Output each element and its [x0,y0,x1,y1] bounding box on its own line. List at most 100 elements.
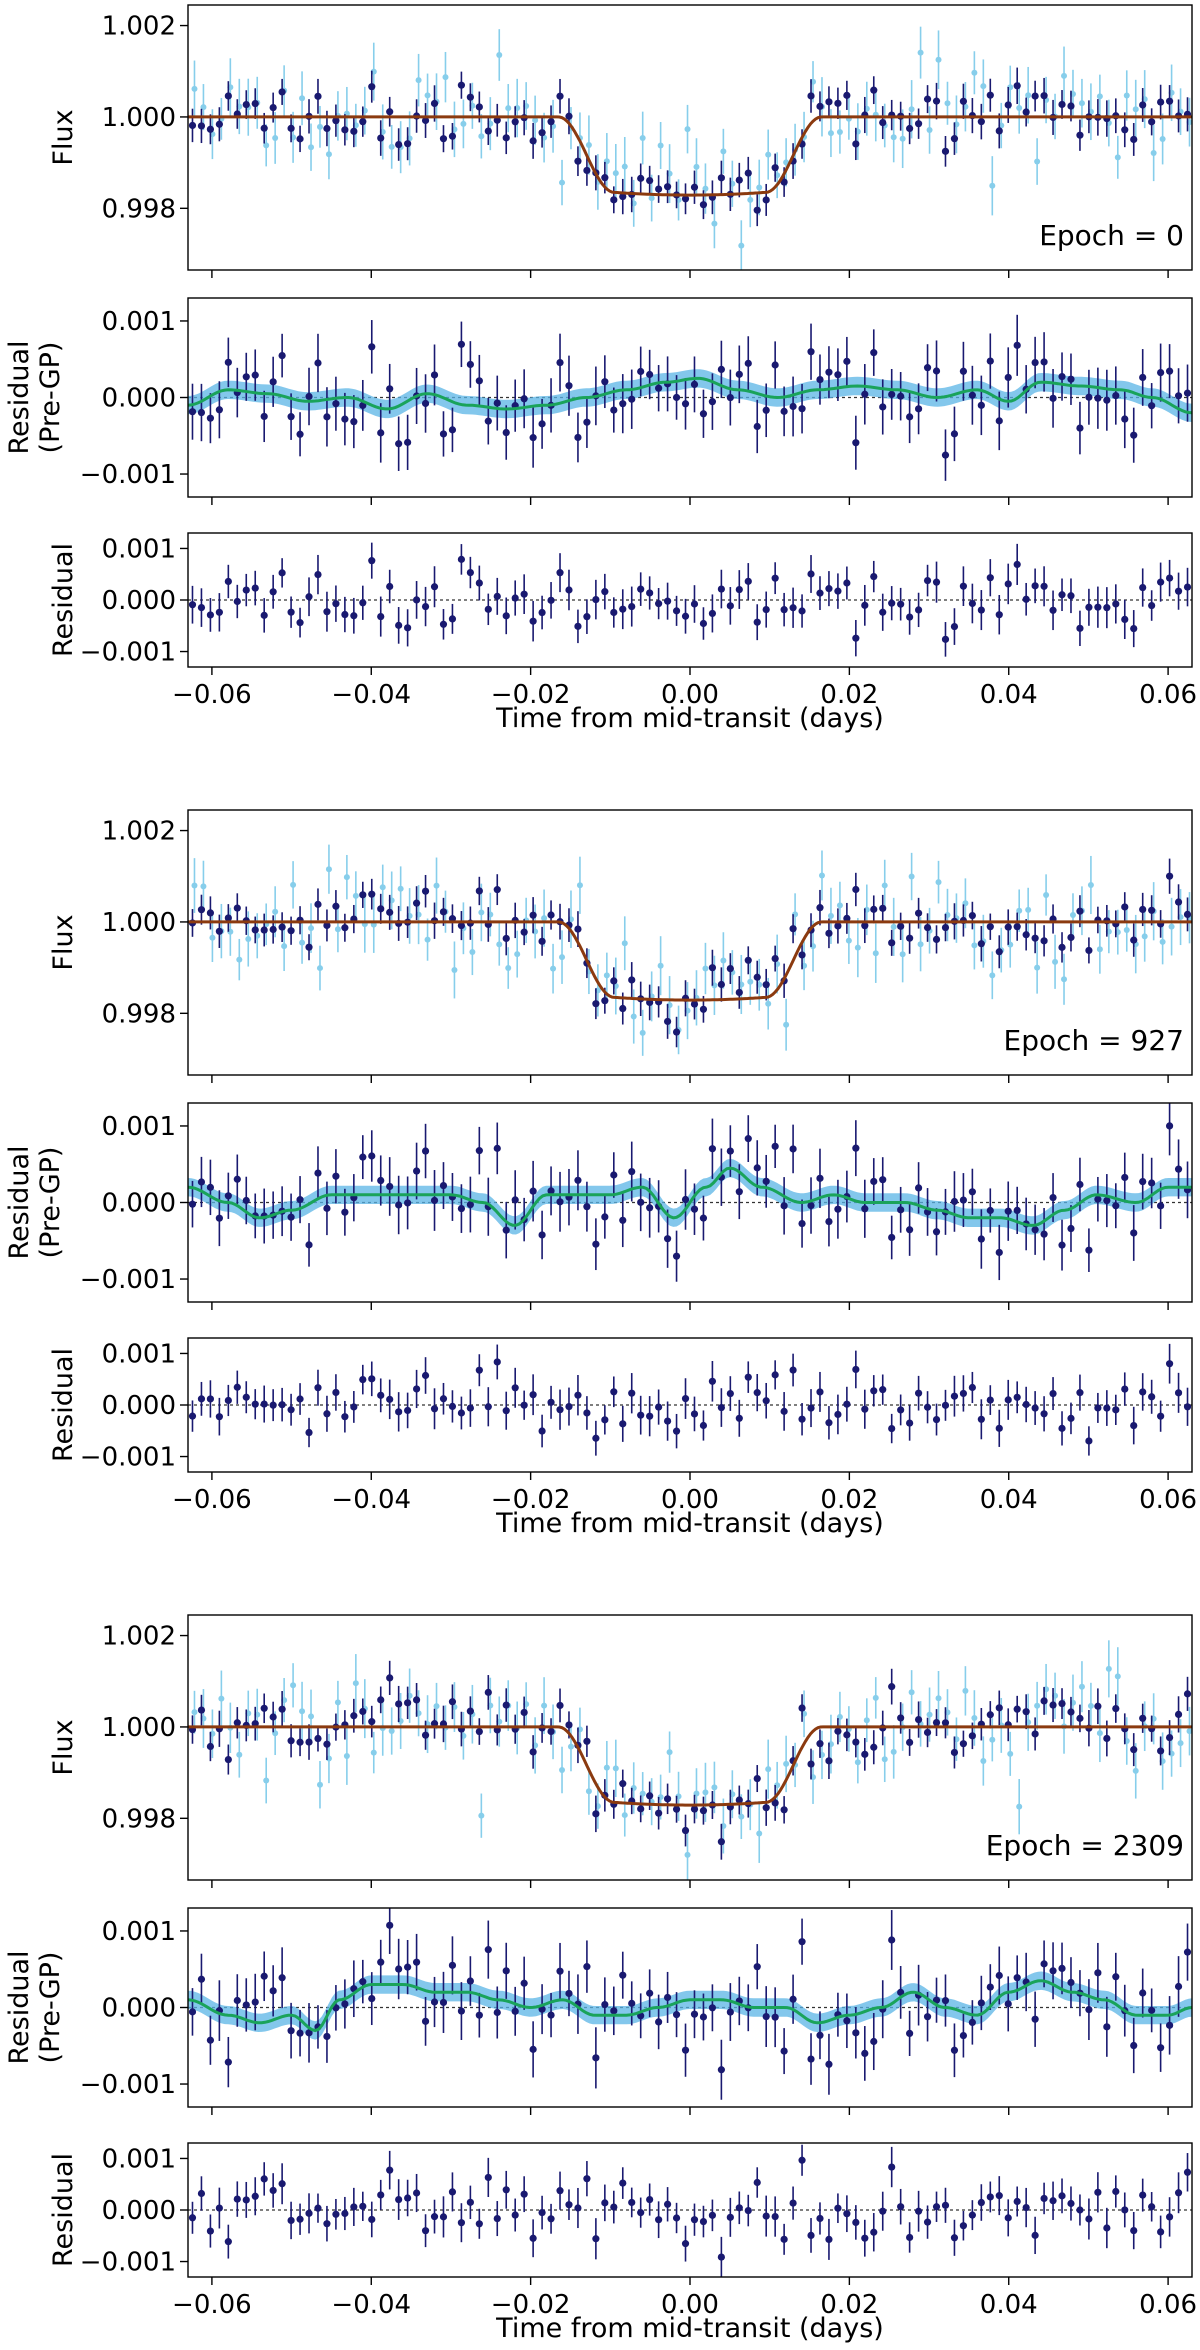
residual-point [224,2058,232,2066]
flux-point [663,1795,672,1803]
residual-point [1085,2005,1093,2014]
residual-point [610,2007,618,2015]
raw-point [263,142,270,149]
flux-point [646,176,654,185]
raw-point [818,872,825,879]
residual-point [834,371,842,379]
residual-point [412,1385,421,1393]
raw-point [899,951,906,958]
y-axis-label: Flux [48,1719,79,1775]
residual-point [762,2012,770,2021]
residual-point [601,588,609,596]
flux-point [412,899,421,907]
residual-point [888,390,896,398]
residual-point [341,415,349,423]
residual-point [906,1226,914,1234]
raw-point [881,1756,888,1763]
flux-point [807,1760,815,1768]
residual-point [269,588,277,596]
raw-point [836,129,843,136]
residual-point [879,608,887,616]
x-tick-label: 0.04 [980,680,1038,710]
residual-point [565,2201,573,2209]
residual-point [1174,587,1183,595]
residual-point [798,607,806,615]
residual-point [475,2011,483,2019]
residual-point [897,600,905,608]
x-tick-label: 0.06 [1139,1485,1197,1515]
residual-point [1183,583,1192,591]
raw-point [532,117,539,124]
residual-point [753,618,761,626]
residual-point [762,2212,770,2220]
flux-point [655,185,663,193]
residual-point [412,596,421,604]
residual-point [1165,1360,1174,1368]
raw-point [890,134,897,141]
flux-point [556,1701,564,1710]
flux-point [323,921,331,930]
residual-point [717,2066,725,2074]
residual-point [538,1427,546,1435]
residual-point [950,430,959,438]
residual-point [439,1181,448,1190]
flux-point [950,135,959,143]
residual-point [206,1395,215,1403]
residual-point [681,2046,690,2054]
residual-point [1183,1403,1192,1411]
flux-point [699,1807,708,1815]
residual-point [735,370,743,378]
residual-point [735,2204,743,2212]
residual-point [224,577,232,586]
residual-point [386,2166,394,2174]
raw-point [514,951,521,958]
residual-point [744,577,752,585]
residual-point [439,2213,448,2221]
residual-point [1049,2197,1057,2205]
residual-point [457,555,466,563]
flux-point [386,1674,394,1682]
residual-point [888,2163,896,2171]
flux-point [655,1809,663,1817]
residual-point [386,1395,394,1403]
flux-point [699,201,708,209]
flux-point [601,997,609,1005]
flux-point [986,91,994,99]
residual-point [690,1410,699,1418]
transit-model-line [188,1725,1192,1807]
flux-point [610,196,618,204]
residual-point [986,357,994,365]
residual-point [1040,1960,1048,1968]
residual-point [574,622,582,630]
flux-point [914,1715,923,1724]
gp-mean-line [188,1166,1192,1227]
residual-point [538,2208,546,2217]
residual-point [690,2010,699,2018]
flux-point [744,169,752,177]
flux-point [448,132,457,140]
residual-point [1067,375,1075,383]
residual-point [843,1400,851,1408]
residual-point [950,2234,959,2242]
flux-point [502,934,510,943]
raw-point [908,106,915,113]
flux-point [511,118,519,126]
residual-point [260,412,268,421]
residual-point [1148,2006,1156,2014]
raw-point [836,902,843,909]
raw-point [352,1680,359,1687]
flux-point [968,1732,976,1740]
residual-point [1013,1393,1021,1401]
residual-point [556,358,564,367]
residual-point [923,364,932,372]
residual-point [1094,603,1102,611]
residual-point [583,418,591,426]
residual-point [1040,1230,1048,1238]
raw-point [899,135,906,142]
raw-point [191,85,198,92]
x-tick-label: 0.02 [820,2290,878,2320]
x-tick-label: 0.04 [980,2290,1038,2320]
raw-point [639,135,646,142]
residual-point [251,1400,259,1408]
residual-point [188,2008,197,2016]
